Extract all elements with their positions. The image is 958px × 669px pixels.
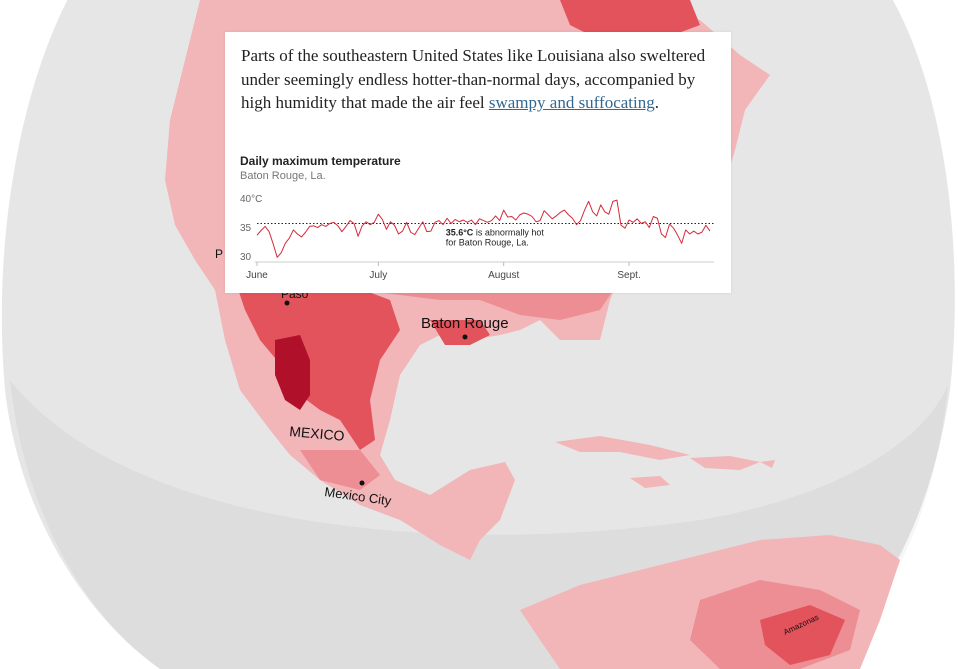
caribbean-islands xyxy=(555,436,775,488)
x-tick-label: Sept. xyxy=(617,270,640,281)
pacific-label-fragment: P xyxy=(215,247,223,261)
baton-rouge-label: Baton Rouge xyxy=(421,315,509,332)
card-paragraph: Parts of the southeastern United States … xyxy=(241,44,721,115)
temperature-series-line xyxy=(256,199,711,258)
chart-title: Daily maximum temperature xyxy=(240,154,401,168)
mexico-label: MEXICO xyxy=(289,423,346,444)
south-america-land xyxy=(520,535,900,669)
card-text-before: Parts of the southeastern United States … xyxy=(241,46,706,112)
threshold-desc: is abnormally hot xyxy=(473,228,544,238)
baton-rouge-dot xyxy=(462,334,468,340)
temperature-chart: 40°C 35 30 June July August Sept. 35.6°C is abn… xyxy=(240,194,714,281)
mexico-city-dot xyxy=(359,480,365,486)
x-tick-label: July xyxy=(369,270,387,281)
card-text-after: . xyxy=(654,93,659,112)
threshold-label-line1: 35.6°C is abnormally hot xyxy=(446,228,545,238)
y-tick-label: 40°C xyxy=(240,194,262,205)
annotation-card: Parts of the southeastern United States … xyxy=(225,32,731,293)
threshold-label-bg xyxy=(442,226,557,249)
el-paso-dot xyxy=(284,300,290,306)
threshold-label-line2: for Baton Rouge, La. xyxy=(446,238,529,248)
chart-subtitle: Baton Rouge, La. xyxy=(240,170,326,182)
y-tick-label: 35 xyxy=(240,223,252,234)
swampy-link[interactable]: swampy and suffocating xyxy=(488,93,655,112)
x-tick-label: August xyxy=(488,270,519,281)
map-labels: Baton Rouge MEXICO Mexico City Paso P Am… xyxy=(215,247,820,637)
x-tick-label: June xyxy=(246,270,268,281)
y-tick-label: 30 xyxy=(240,252,252,263)
threshold-value: 35.6°C xyxy=(446,228,474,238)
